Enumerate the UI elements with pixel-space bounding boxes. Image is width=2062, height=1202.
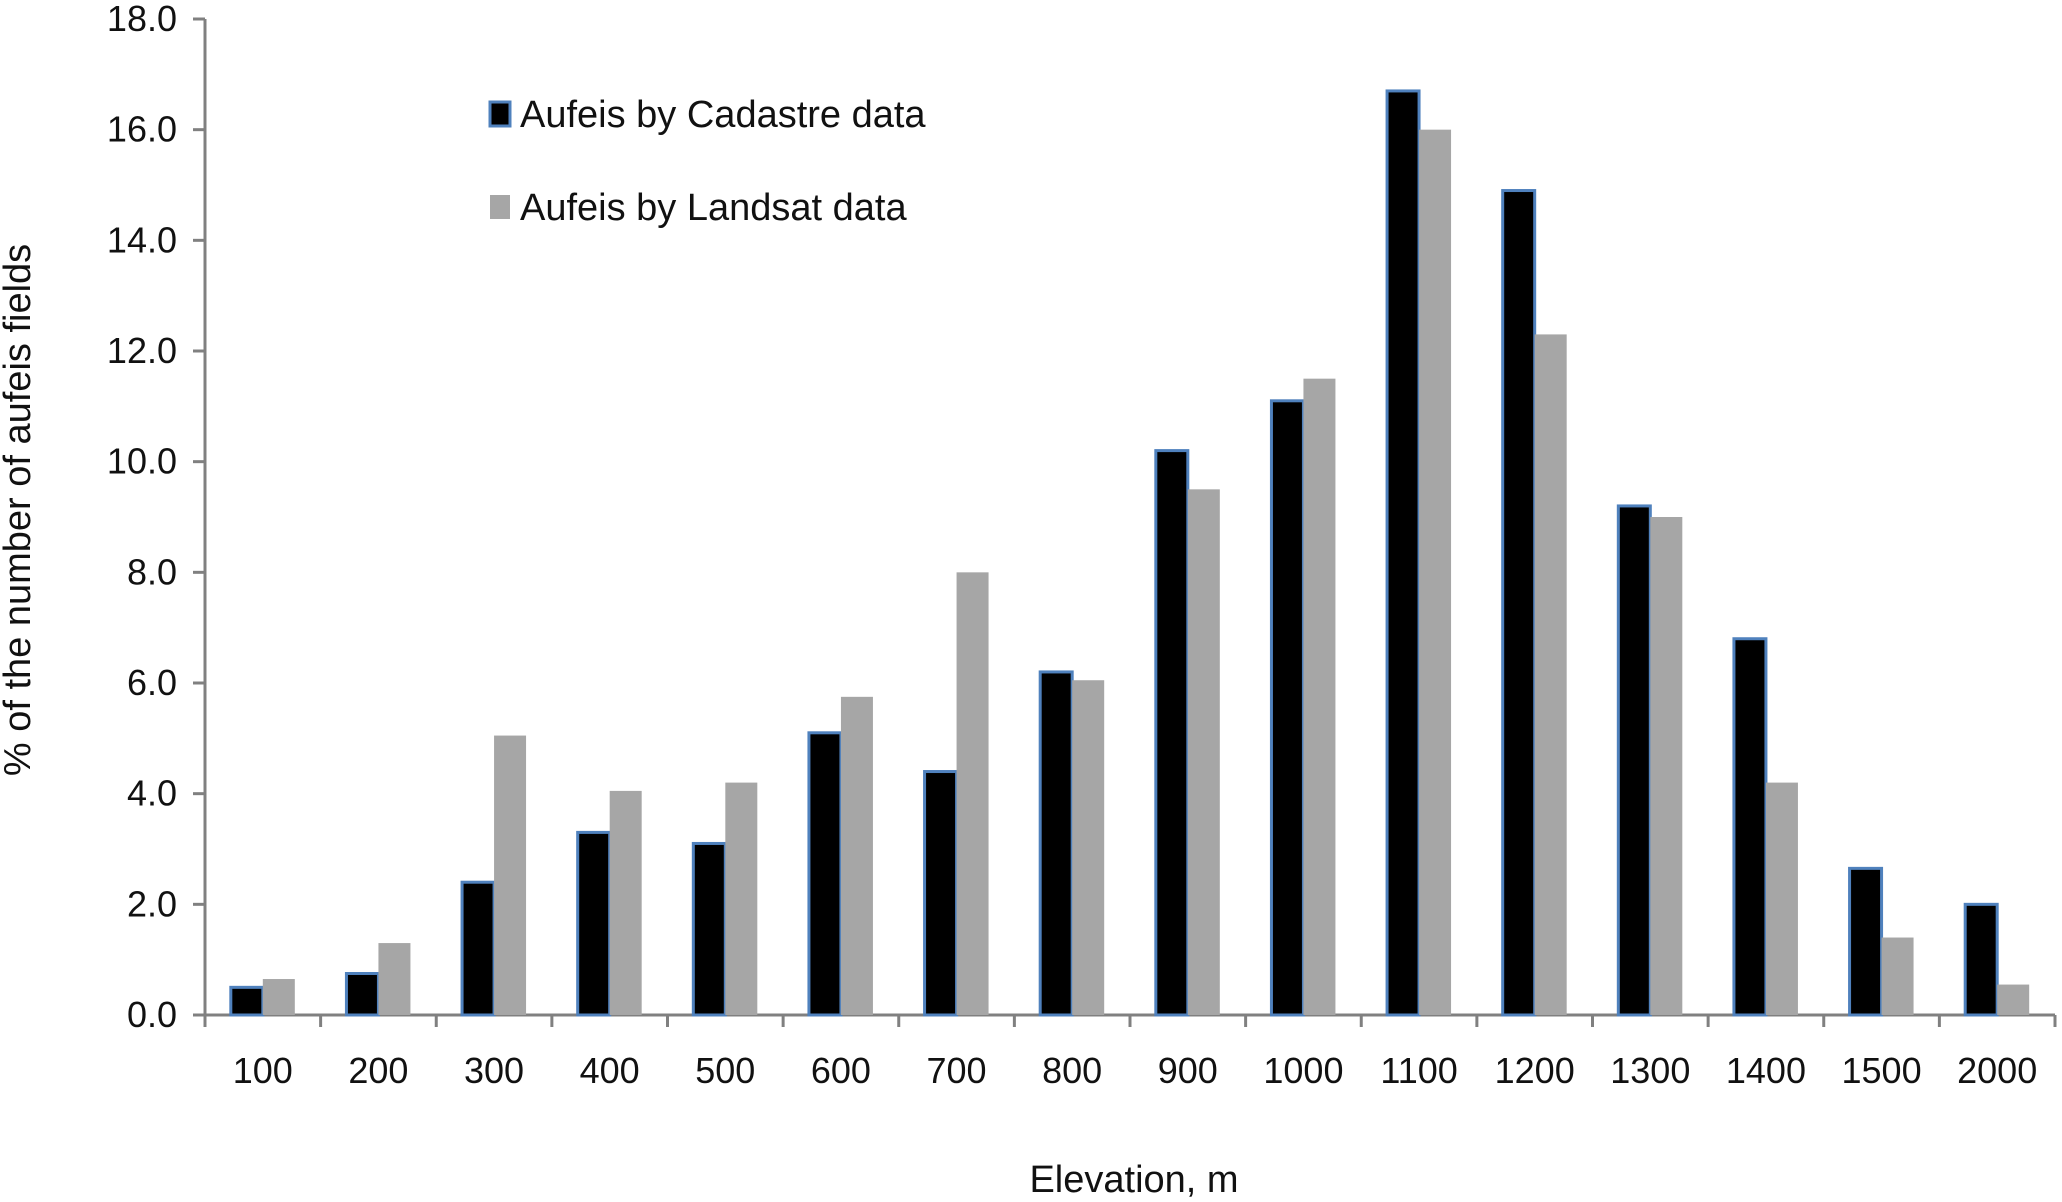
x-tick-label: 800	[1042, 1050, 1102, 1091]
y-tick-label: 10.0	[107, 441, 177, 482]
x-tick-label: 900	[1158, 1050, 1218, 1091]
bar-cadastre	[1963, 902, 1999, 1017]
y-axis-title: % of the number of aufeis fields	[0, 244, 39, 776]
bar-cadastre	[1385, 89, 1421, 1017]
y-tick-label: 6.0	[127, 662, 177, 703]
bar-landsat	[1997, 984, 2030, 1015]
bar-landsat	[956, 572, 989, 1015]
y-tick-label: 8.0	[127, 551, 177, 592]
bar-cadastre	[807, 731, 843, 1017]
x-tick-label: 1400	[1726, 1050, 1806, 1091]
y-tick-label: 14.0	[107, 219, 177, 260]
bar-cadastre	[1154, 449, 1190, 1017]
bar-cadastre	[1038, 670, 1074, 1017]
legend-swatch-landsat	[490, 195, 510, 219]
bar-landsat	[1650, 517, 1683, 1015]
x-tick-label: 2000	[1957, 1050, 2037, 1091]
bar-landsat	[1419, 129, 1452, 1015]
x-tick-label: 1200	[1495, 1050, 1575, 1091]
bar-cadastre	[460, 880, 496, 1017]
bar-cadastre	[576, 830, 612, 1017]
legend-label-cadastre: Aufeis by Cadastre data	[520, 94, 926, 136]
bar-landsat	[840, 696, 873, 1015]
bar-landsat	[1534, 334, 1567, 1015]
bar-landsat	[494, 735, 527, 1015]
y-tick-label: 2.0	[127, 883, 177, 924]
bar-cadastre	[1616, 504, 1652, 1017]
bar-cadastre	[1269, 399, 1305, 1017]
y-tick-label: 0.0	[127, 994, 177, 1035]
bar-landsat	[1072, 680, 1105, 1015]
bar-landsat	[1765, 782, 1798, 1015]
bar-cadastre	[229, 985, 265, 1017]
x-tick-label: 400	[580, 1050, 640, 1091]
bar-landsat	[378, 943, 411, 1015]
legend-swatch-cadastre	[488, 100, 512, 128]
y-tick-label: 16.0	[107, 109, 177, 150]
x-tick-label: 1500	[1842, 1050, 1922, 1091]
legend: Aufeis by Cadastre data Aufeis by Landsa…	[488, 94, 926, 229]
x-tick-label: 1100	[1380, 1050, 1457, 1091]
x-tick-label: 200	[348, 1050, 408, 1091]
x-tick-label: 600	[811, 1050, 871, 1091]
x-tick-label: 100	[233, 1050, 293, 1091]
x-axis-title: Elevation, m	[1029, 1159, 1238, 1201]
y-tick-label: 12.0	[107, 330, 177, 371]
x-tick-label: 1000	[1263, 1050, 1343, 1091]
bar-landsat	[725, 782, 758, 1015]
bar-landsat	[1881, 937, 1914, 1015]
bar-cadastre	[1732, 637, 1768, 1017]
bar-cadastre	[1501, 189, 1537, 1017]
bar-landsat	[1187, 489, 1220, 1015]
bar-landsat	[609, 790, 642, 1015]
x-tick-label: 1300	[1610, 1050, 1690, 1091]
x-tick-label: 300	[464, 1050, 524, 1091]
bar-landsat	[262, 979, 295, 1015]
bar-landsat	[1303, 378, 1336, 1016]
x-tick-label: 500	[695, 1050, 755, 1091]
bar-cadastre	[923, 770, 959, 1017]
legend-label-landsat: Aufeis by Landsat data	[520, 187, 907, 229]
bar-cadastre	[1848, 866, 1884, 1017]
bars	[229, 89, 2030, 1017]
bar-cadastre	[344, 972, 380, 1017]
y-tick-label: 18.0	[107, 0, 177, 39]
axes: 0.0 2.0 4.0 6.0 8.0 10.0 12.0 14.0 16.0 18.0 100 20…	[107, 0, 2057, 1091]
y-tick-label: 4.0	[127, 773, 177, 814]
bar-cadastre	[691, 841, 727, 1017]
x-tick-label: 700	[927, 1050, 987, 1091]
